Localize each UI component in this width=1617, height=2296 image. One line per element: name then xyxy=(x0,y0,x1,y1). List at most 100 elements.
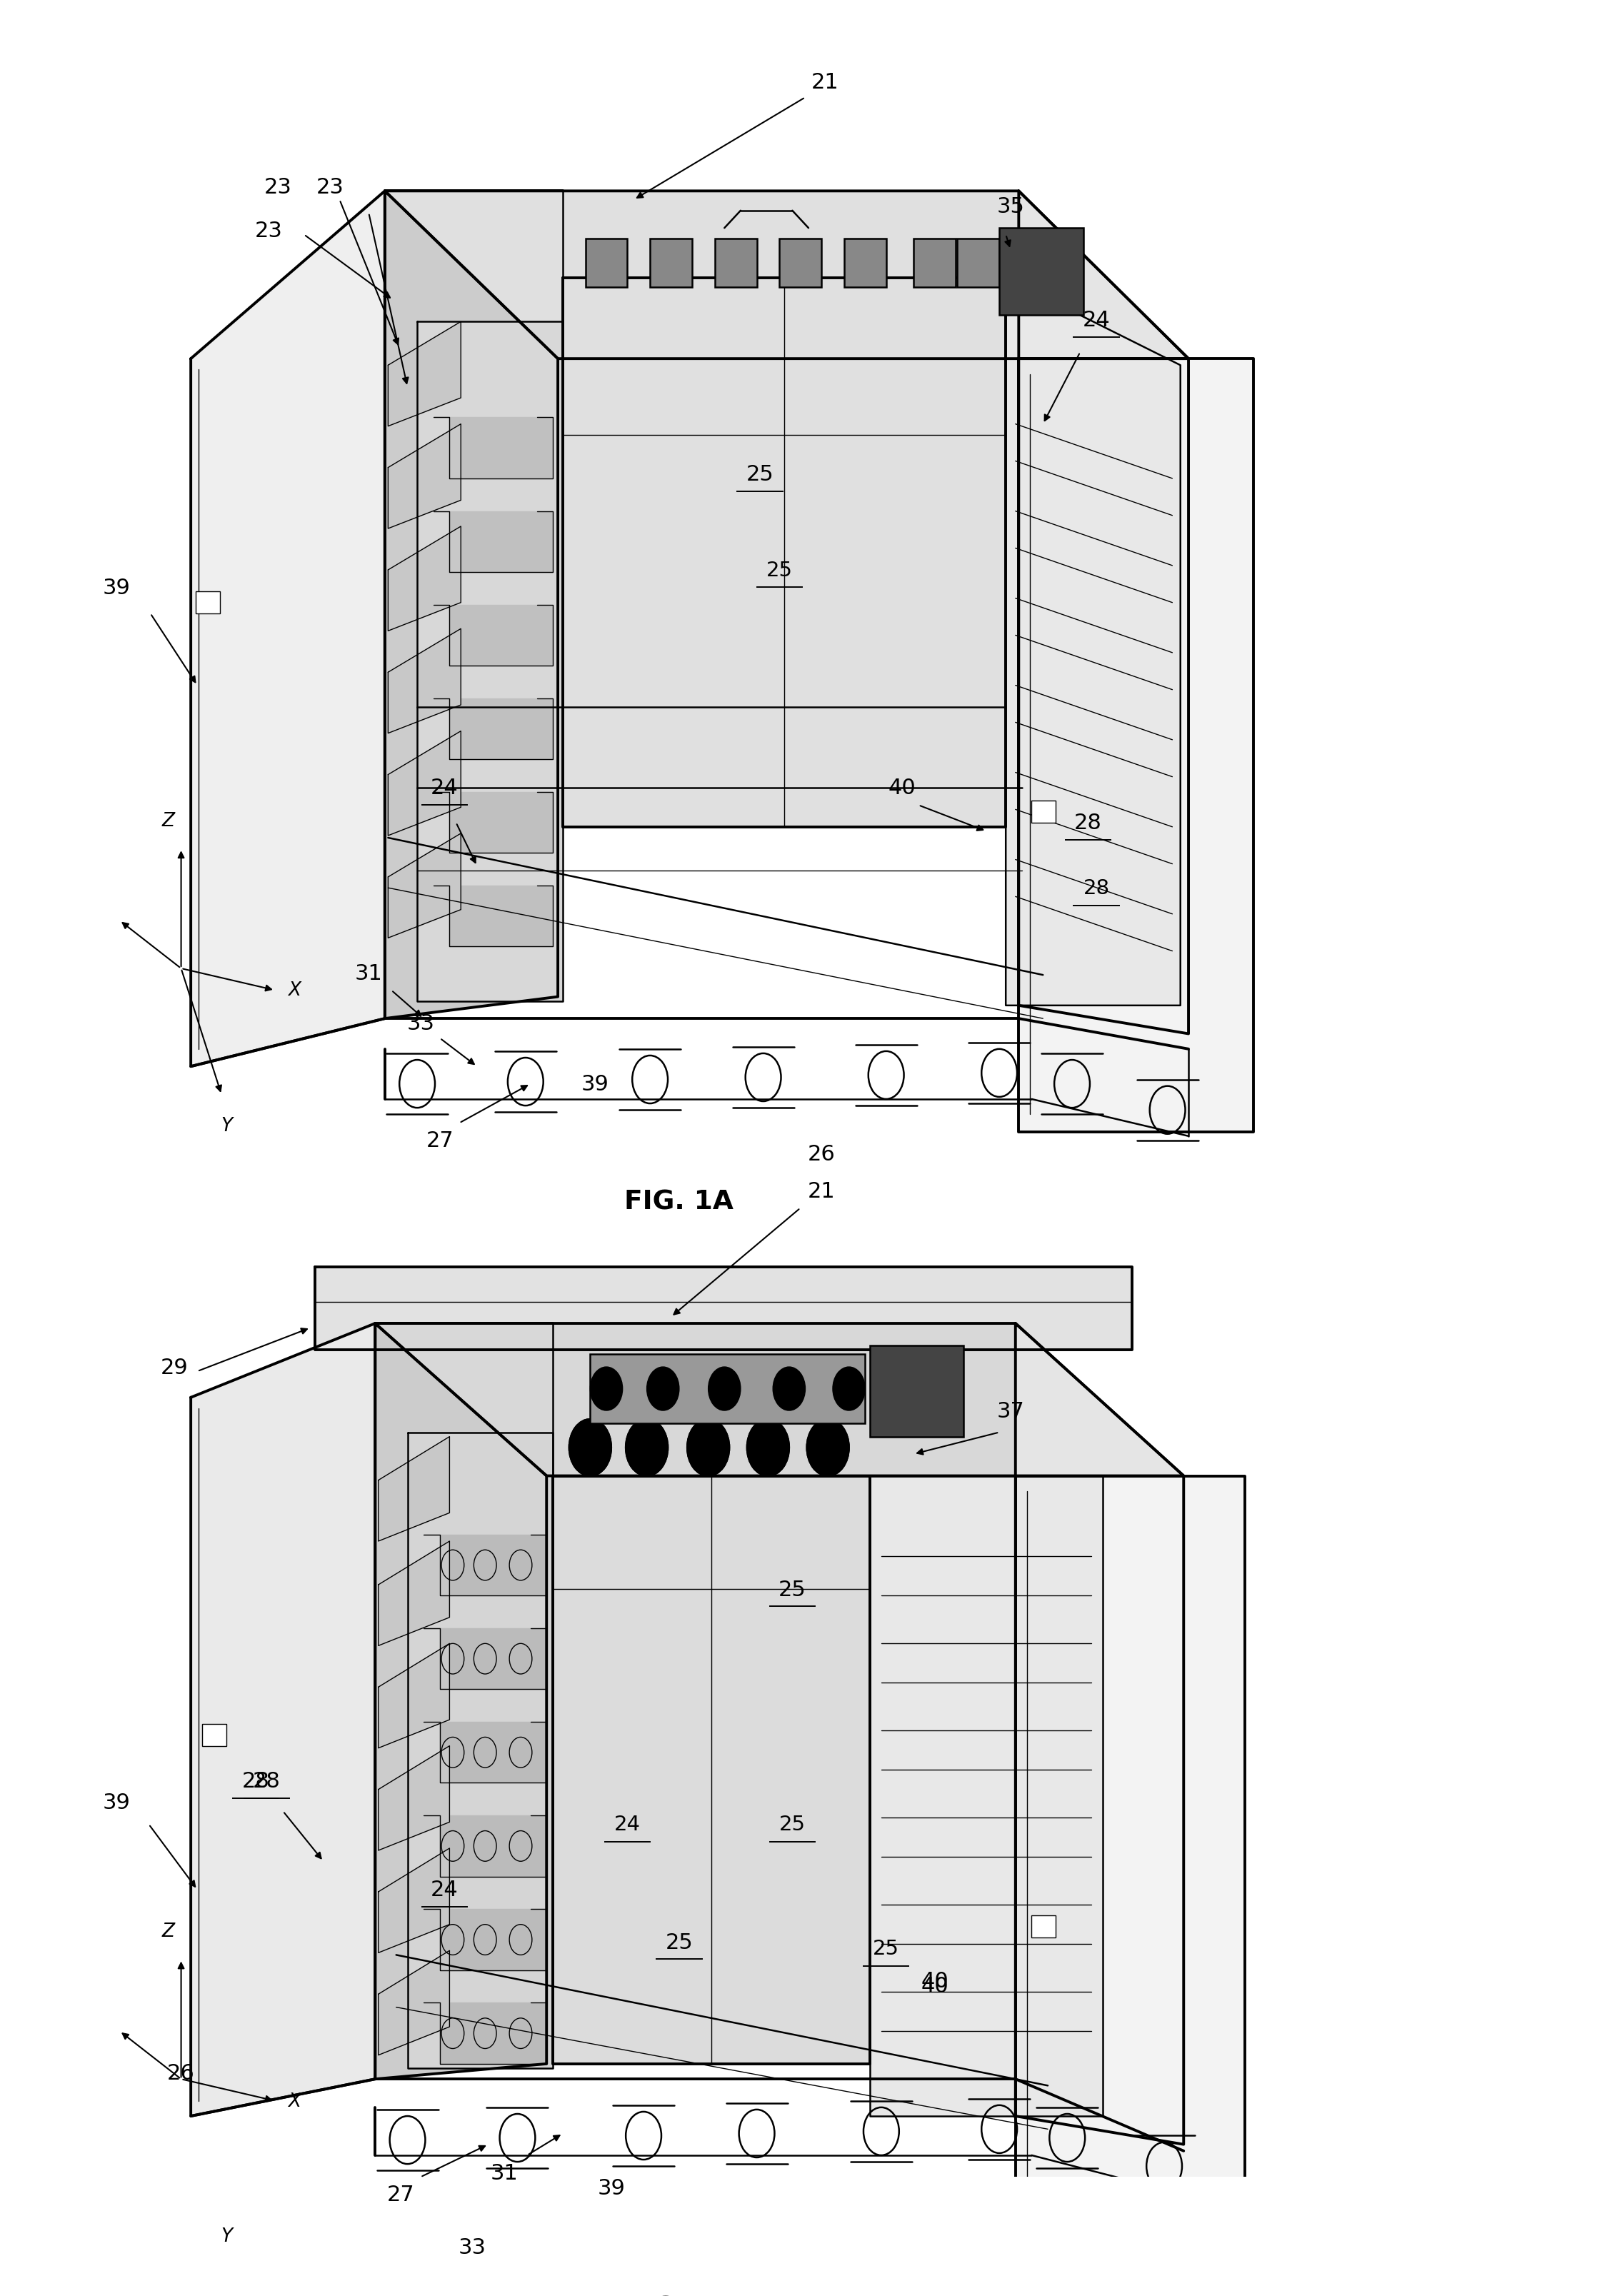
Polygon shape xyxy=(1006,278,1180,1006)
Text: 28: 28 xyxy=(241,1770,270,1791)
Text: 24: 24 xyxy=(430,1880,459,1901)
Polygon shape xyxy=(433,606,553,666)
Text: 35: 35 xyxy=(996,197,1025,218)
Polygon shape xyxy=(378,1437,450,1541)
Text: 39: 39 xyxy=(581,1075,610,1095)
Text: 31: 31 xyxy=(490,2163,519,2183)
Polygon shape xyxy=(378,1541,450,1646)
Text: 39: 39 xyxy=(102,579,131,599)
Text: 24: 24 xyxy=(430,778,459,799)
Text: 23: 23 xyxy=(264,177,293,197)
Polygon shape xyxy=(1015,1325,1184,2144)
Text: 25: 25 xyxy=(766,560,792,581)
Circle shape xyxy=(708,1366,741,1410)
Polygon shape xyxy=(424,1534,547,1596)
Text: X: X xyxy=(288,980,301,999)
Polygon shape xyxy=(388,526,461,631)
Polygon shape xyxy=(375,1325,547,2080)
Polygon shape xyxy=(375,1325,1184,1476)
Circle shape xyxy=(773,1366,805,1410)
Circle shape xyxy=(626,1419,668,1476)
Polygon shape xyxy=(385,191,1188,358)
Text: 24: 24 xyxy=(1082,310,1111,331)
Text: 40: 40 xyxy=(888,778,917,799)
Polygon shape xyxy=(378,1644,450,1747)
Text: 39: 39 xyxy=(597,2177,626,2197)
Text: 23: 23 xyxy=(315,177,344,197)
Polygon shape xyxy=(388,732,461,836)
Polygon shape xyxy=(563,278,1006,827)
Polygon shape xyxy=(388,629,461,735)
Polygon shape xyxy=(388,321,461,427)
Polygon shape xyxy=(433,698,553,760)
Text: Z: Z xyxy=(162,810,175,831)
Text: 25: 25 xyxy=(778,1580,807,1600)
Text: 28: 28 xyxy=(1083,879,1109,898)
Bar xyxy=(779,239,821,287)
Polygon shape xyxy=(433,886,553,946)
Polygon shape xyxy=(433,512,553,572)
Circle shape xyxy=(807,1419,849,1476)
Text: 33: 33 xyxy=(458,2236,487,2257)
Polygon shape xyxy=(424,2002,547,2064)
Polygon shape xyxy=(388,833,461,939)
Polygon shape xyxy=(191,1325,375,2117)
Polygon shape xyxy=(1019,191,1188,1033)
Text: 33: 33 xyxy=(406,1013,435,1033)
Bar xyxy=(870,1345,964,1437)
Circle shape xyxy=(687,1419,729,1476)
Bar xyxy=(844,239,886,287)
Polygon shape xyxy=(433,792,553,854)
Text: 27: 27 xyxy=(386,2183,416,2204)
Polygon shape xyxy=(191,191,385,1068)
Text: 23: 23 xyxy=(254,220,283,241)
Text: 25: 25 xyxy=(779,1814,805,1835)
Polygon shape xyxy=(433,418,553,480)
Polygon shape xyxy=(385,191,558,1019)
Polygon shape xyxy=(1019,358,1253,1132)
Circle shape xyxy=(590,1366,623,1410)
Polygon shape xyxy=(388,425,461,528)
Polygon shape xyxy=(424,1816,547,1876)
Bar xyxy=(590,1355,865,1424)
Polygon shape xyxy=(424,1722,547,1784)
Text: 29: 29 xyxy=(160,1357,189,1378)
Polygon shape xyxy=(424,1628,547,1690)
Text: Z: Z xyxy=(162,1922,175,1940)
Text: Y: Y xyxy=(220,1116,233,1134)
Circle shape xyxy=(569,1419,611,1476)
Bar xyxy=(999,230,1083,315)
Polygon shape xyxy=(378,1848,450,1954)
Text: 26: 26 xyxy=(807,1143,836,1164)
Text: 37: 37 xyxy=(996,1401,1025,1421)
Bar xyxy=(196,592,220,613)
Text: Y: Y xyxy=(220,2227,233,2245)
Polygon shape xyxy=(315,1267,1132,1350)
Text: 31: 31 xyxy=(354,962,383,983)
Polygon shape xyxy=(407,1433,553,2069)
Circle shape xyxy=(833,1366,865,1410)
Bar xyxy=(650,239,692,287)
Text: 25: 25 xyxy=(745,464,775,484)
Text: 28: 28 xyxy=(252,1770,281,1791)
Text: 26: 26 xyxy=(167,2062,196,2082)
Polygon shape xyxy=(378,1745,450,1851)
Bar xyxy=(1032,1915,1056,1938)
Text: 39: 39 xyxy=(102,1793,131,1814)
Polygon shape xyxy=(870,1476,1103,2117)
Text: 21: 21 xyxy=(810,73,839,94)
Text: 25: 25 xyxy=(665,1931,694,1952)
Text: 27: 27 xyxy=(425,1130,454,1150)
Text: 21: 21 xyxy=(807,1180,836,1201)
Text: X: X xyxy=(288,2092,301,2110)
Polygon shape xyxy=(424,1910,547,1970)
Polygon shape xyxy=(417,321,563,1001)
Polygon shape xyxy=(378,1952,450,2055)
Circle shape xyxy=(747,1419,789,1476)
Bar xyxy=(715,239,757,287)
Bar xyxy=(585,239,627,287)
Text: 25: 25 xyxy=(873,1938,899,1958)
Bar xyxy=(914,239,956,287)
Bar xyxy=(1032,801,1056,822)
Polygon shape xyxy=(1015,1476,1245,2248)
